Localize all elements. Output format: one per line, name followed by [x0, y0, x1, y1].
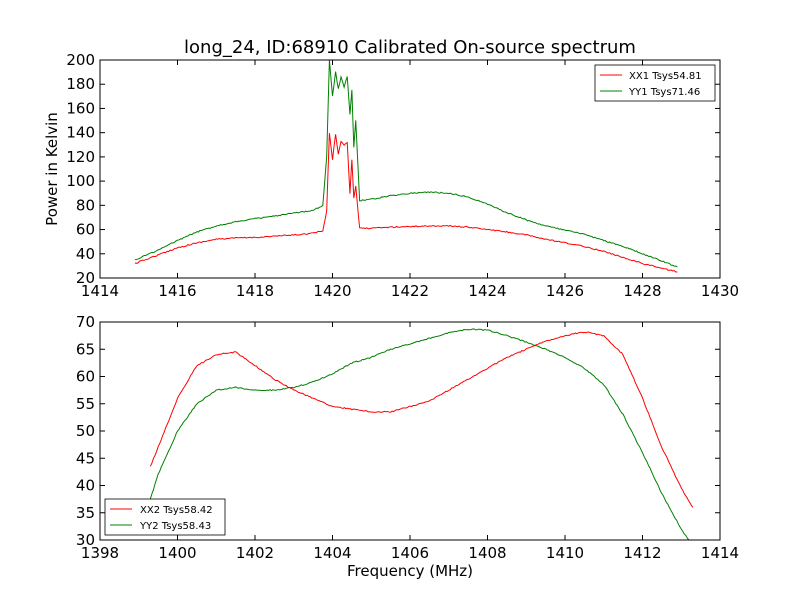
top-y-tick-label: 20: [76, 269, 95, 287]
bottom-x-tick-label: 1414: [701, 544, 739, 562]
top-y-tick-label: 120: [66, 148, 95, 166]
top-legend: XX1 Tsys54.81 YY1 Tsys71.46: [594, 64, 716, 102]
top-y-axis-label: Power in Kelvin: [43, 112, 61, 226]
bottom-x-tick-label: 1402: [236, 544, 274, 562]
top-series-line-green: [134, 60, 678, 268]
bottom-x-tick-label: 1398: [81, 544, 119, 562]
top-series-line-red: [134, 133, 678, 273]
bottom-y-tick-label: 55: [76, 395, 95, 413]
top-y-tick-label: 60: [76, 221, 95, 239]
top-y-tick-label: 80: [76, 196, 95, 214]
top-x-tick-label: 1424: [468, 282, 506, 300]
top-y-tick-label: 200: [66, 51, 95, 69]
legend-label-xx1: XX1 Tsys54.81: [629, 71, 702, 82]
top-subplot: 1414 1416 1418 1420 1422 1424 1426 1428 1430 20 40…: [43, 37, 739, 300]
bottom-x-tick-label: 1400: [158, 544, 196, 562]
bottom-y-tick-label: 50: [76, 422, 95, 440]
top-y-tick-label: 160: [66, 99, 95, 117]
bottom-series-group: [149, 328, 694, 540]
top-x-tick-label: 1414: [81, 282, 119, 300]
chart-title: long_24, ID:68910 Calibrated On-source s…: [184, 37, 636, 58]
top-x-tick-label: 1430: [701, 282, 739, 300]
top-legend-box: [594, 64, 716, 102]
bottom-legend-box: [104, 498, 226, 536]
top-x-tick-label: 1418: [236, 282, 274, 300]
top-x-tick-label: 1420: [313, 282, 351, 300]
bottom-y-tick-label: 45: [76, 449, 95, 467]
bottom-x-tick-label: 1404: [313, 544, 351, 562]
top-y-tick-label: 100: [66, 172, 95, 190]
bottom-y-tick-label: 65: [76, 340, 95, 358]
top-ticks: 1414 1416 1418 1420 1422 1424 1426 1428 1430 20 40…: [66, 51, 739, 300]
top-x-tick-label: 1426: [546, 282, 584, 300]
top-x-tick-label: 1416: [158, 282, 196, 300]
legend-label-xx2: XX2 Tsys58.42: [140, 505, 213, 516]
top-x-tick-label: 1428: [623, 282, 661, 300]
bottom-series-line-green: [149, 328, 690, 540]
bottom-y-tick-label: 60: [76, 368, 95, 386]
top-y-tick-label: 140: [66, 124, 95, 142]
bottom-y-tick-label: 40: [76, 477, 95, 495]
top-x-tick-label: 1422: [391, 282, 429, 300]
top-y-tick-label: 40: [76, 245, 95, 263]
x-axis-label: Frequency (MHz): [347, 562, 473, 580]
bottom-y-tick-label: 30: [76, 531, 95, 549]
bottom-x-tick-label: 1406: [391, 544, 429, 562]
bottom-series-line-red: [149, 331, 694, 508]
bottom-legend: XX2 Tsys58.42 YY2 Tsys58.43: [104, 498, 226, 536]
bottom-y-tick-label: 35: [76, 504, 95, 522]
bottom-x-tick-label: 1412: [623, 544, 661, 562]
top-y-tick-label: 180: [66, 75, 95, 93]
bottom-y-tick-label: 70: [76, 313, 95, 331]
legend-label-yy2: YY2 Tsys58.43: [139, 521, 211, 532]
bottom-subplot: 1398 1400 1402 1404 1406 1408 1410 1412 1414 30 35…: [76, 313, 739, 580]
legend-label-yy1: YY1 Tsys71.46: [628, 87, 700, 98]
bottom-ticks: 1398 1400 1402 1404 1406 1408 1410 1412 1414 30 35…: [76, 313, 739, 562]
top-series-group: [134, 60, 678, 273]
bottom-x-tick-label: 1410: [546, 544, 584, 562]
bottom-x-tick-label: 1408: [468, 544, 506, 562]
